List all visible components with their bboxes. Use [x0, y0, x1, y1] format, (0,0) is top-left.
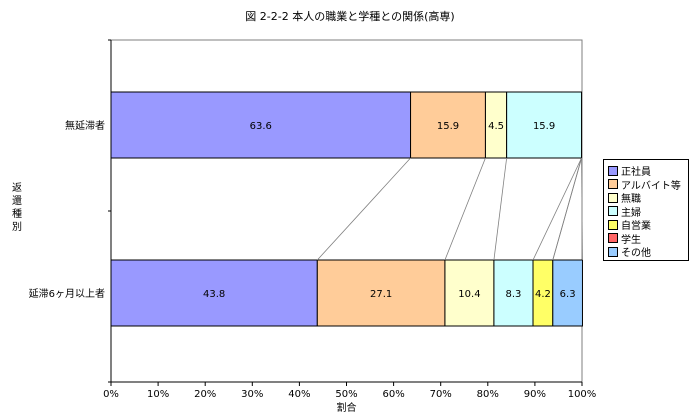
category-label: 無延滞者 — [65, 119, 105, 132]
series-line — [552, 157, 582, 261]
bar-segment — [316, 259, 446, 327]
x-tick-label: 70% — [430, 389, 452, 400]
legend-item: その他 — [608, 245, 688, 259]
series-line — [317, 157, 411, 261]
x-tick-label: 50% — [335, 389, 357, 400]
data-label: 15.9 — [533, 121, 555, 132]
x-axis-title: 割合 — [337, 401, 357, 414]
legend-item: 学生 — [608, 232, 688, 246]
data-label: 27.1 — [370, 289, 392, 300]
x-tick-label: 90% — [524, 389, 546, 400]
legend-item: アルバイト等 — [608, 178, 688, 192]
data-label: 63.6 — [250, 121, 272, 132]
series-line — [444, 157, 486, 261]
x-tick-label: 30% — [241, 389, 263, 400]
bar-segment — [444, 259, 495, 327]
bar-segment — [506, 91, 583, 159]
legend-swatch — [608, 192, 618, 203]
legend-swatch — [608, 246, 618, 257]
x-tick-label: 20% — [194, 389, 216, 400]
bar-segment — [110, 259, 318, 327]
bar-segment — [410, 91, 486, 159]
legend-swatch — [608, 219, 618, 230]
legend-label: 自営業 — [621, 221, 651, 233]
legend-label: アルバイト等 — [621, 180, 681, 192]
plot-area — [110, 39, 583, 383]
category-label: 延滞6ヶ月以上者 — [29, 288, 105, 300]
legend: 正社員 アルバイト等 無職 主婦自営業 学生その他 — [603, 159, 689, 261]
data-label: 43.8 — [203, 289, 225, 300]
legend-label: 無職 — [621, 194, 641, 206]
series-line — [581, 157, 583, 261]
x-tick-label: 0% — [103, 389, 119, 400]
data-label: 4.5 — [488, 121, 504, 132]
bar-segment — [552, 259, 583, 327]
series-line — [532, 157, 582, 261]
legend-item: 正社員 — [608, 164, 688, 178]
legend-label: 学生 — [621, 234, 641, 246]
legend-swatch — [608, 165, 618, 176]
x-tick-label: 80% — [477, 389, 499, 400]
y-axis-title: 返還種別 — [12, 183, 22, 233]
bar-segment — [110, 91, 412, 159]
chart-title: 図 2-2-2 本人の職業と学種との関係(高専) — [245, 10, 455, 23]
legend-swatch — [608, 206, 618, 217]
data-label: 6.3 — [560, 289, 576, 300]
legend-item: 無職 — [608, 191, 688, 205]
data-label: 15.9 — [437, 121, 459, 132]
data-label: 10.4 — [458, 289, 480, 300]
legend-label: 主婦 — [621, 207, 641, 219]
legend-item: 主婦 — [608, 205, 688, 219]
legend-swatch — [608, 233, 618, 244]
x-tick-label: 100% — [568, 389, 597, 400]
legend-label: その他 — [621, 248, 651, 260]
x-tick-label: 10% — [147, 389, 169, 400]
data-label: 4.2 — [535, 289, 551, 300]
legend-swatch — [608, 179, 618, 190]
series-line — [493, 157, 508, 261]
data-label: 8.3 — [506, 289, 522, 300]
x-tick-label: 40% — [288, 389, 310, 400]
x-tick-label: 60% — [382, 389, 404, 400]
legend-label: 正社員 — [621, 167, 651, 179]
legend-item: 自営業 — [608, 218, 688, 232]
bar-segment — [493, 259, 534, 327]
